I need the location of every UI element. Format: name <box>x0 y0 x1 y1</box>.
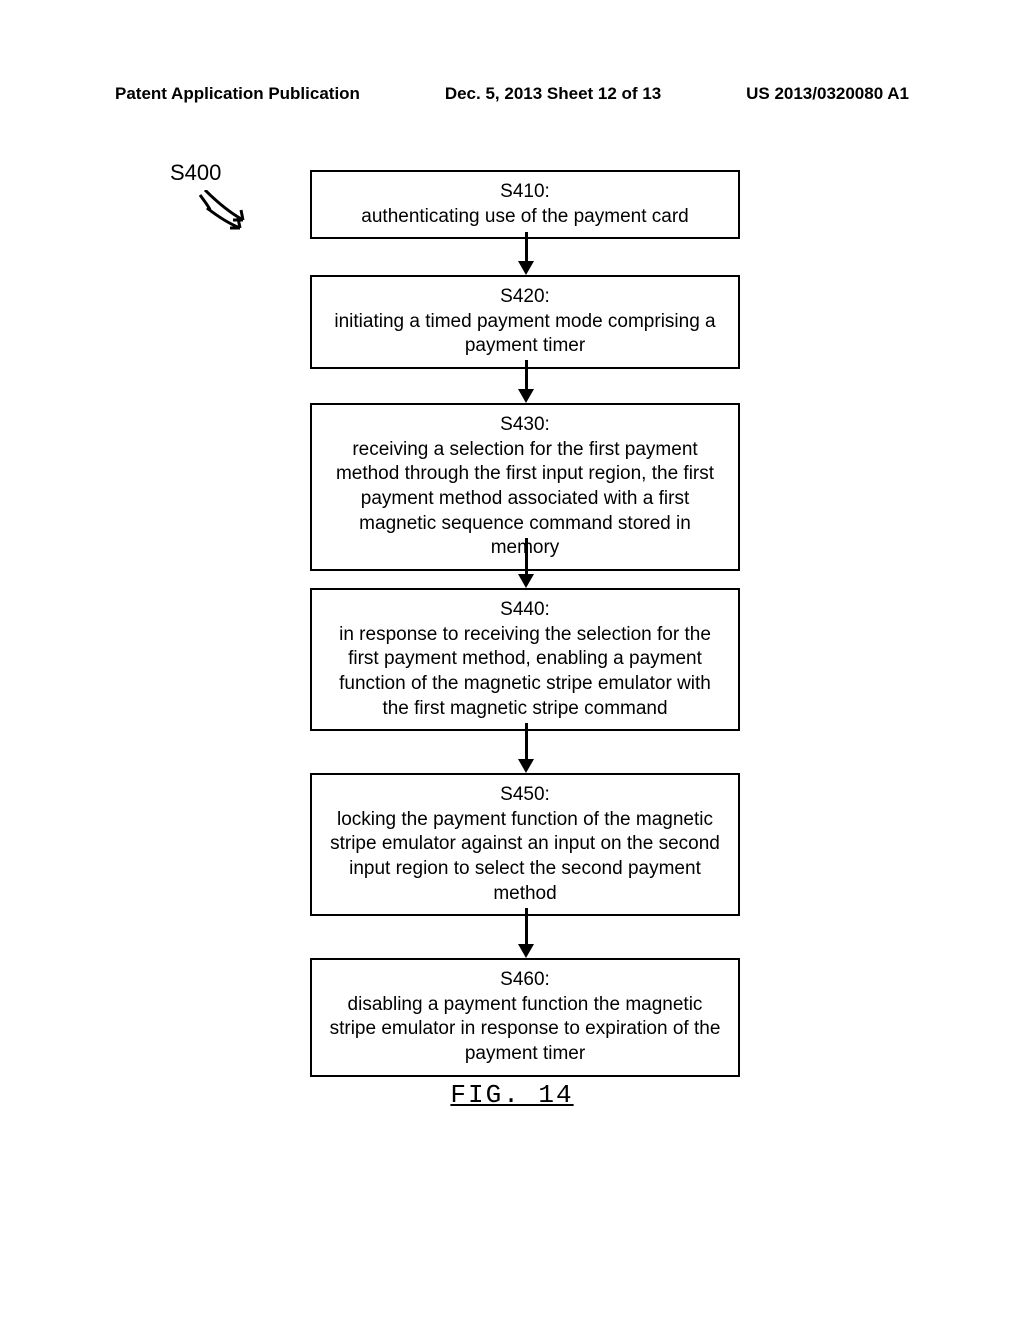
header-date-sheet: Dec. 5, 2013 Sheet 12 of 13 <box>445 84 661 104</box>
reference-arrow-icon <box>195 190 265 240</box>
arrow-line <box>525 908 528 944</box>
flowchart-step: S410:authenticating use of the payment c… <box>310 170 740 239</box>
header-pub-number: US 2013/0320080 A1 <box>746 84 909 104</box>
step-text: locking the payment function of the magn… <box>324 808 726 907</box>
step-id: S460: <box>324 968 726 993</box>
step-text: authenticating use of the payment card <box>324 205 726 230</box>
arrow-head-icon <box>518 574 534 588</box>
arrow-connector <box>525 360 534 403</box>
arrow-head-icon <box>518 261 534 275</box>
step-id: S430: <box>324 413 726 438</box>
arrow-line <box>525 360 528 389</box>
step-id: S410: <box>324 180 726 205</box>
arrow-line <box>525 538 528 574</box>
flowchart-step: S450:locking the payment function of the… <box>310 773 740 916</box>
flowchart-step: S420:initiating a timed payment mode com… <box>310 275 740 369</box>
flowchart-step: S460:disabling a payment function the ma… <box>310 958 740 1077</box>
figure-label: FIG. 14 <box>0 1080 1024 1110</box>
arrow-connector <box>525 232 534 275</box>
step-text: in response to receiving the selection f… <box>324 623 726 722</box>
arrow-line <box>525 723 528 759</box>
flowchart-step: S440:in response to receiving the select… <box>310 588 740 731</box>
header-publication: Patent Application Publication <box>115 84 360 104</box>
step-text: initiating a timed payment mode comprisi… <box>324 310 726 359</box>
step-id: S440: <box>324 598 726 623</box>
arrow-head-icon <box>518 389 534 403</box>
arrow-line <box>525 232 528 261</box>
step-id: S420: <box>324 285 726 310</box>
step-text: disabling a payment function the magneti… <box>324 993 726 1067</box>
arrow-head-icon <box>518 944 534 958</box>
step-id: S450: <box>324 783 726 808</box>
reference-label: S400 <box>170 160 221 186</box>
arrow-connector <box>525 908 534 958</box>
arrow-head-icon <box>518 759 534 773</box>
arrow-connector <box>525 538 534 588</box>
arrow-connector <box>525 723 534 773</box>
page-header: Patent Application Publication Dec. 5, 2… <box>0 84 1024 104</box>
